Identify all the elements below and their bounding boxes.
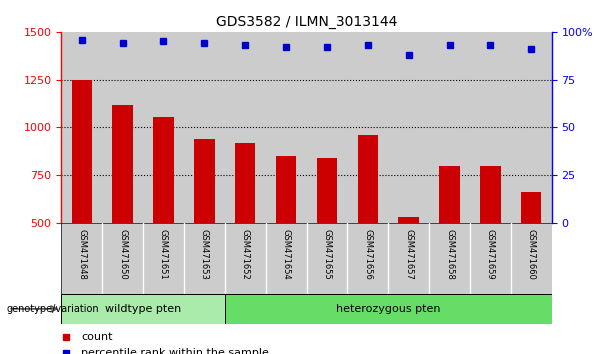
Bar: [398, 217, 419, 223]
Bar: [225, 294, 552, 324]
Bar: [357, 135, 378, 223]
Bar: [317, 158, 337, 223]
Text: genotype/variation: genotype/variation: [6, 304, 99, 314]
Bar: [521, 193, 541, 223]
Bar: [440, 166, 460, 223]
Text: GSM471660: GSM471660: [527, 229, 536, 280]
Text: GSM471651: GSM471651: [159, 229, 168, 279]
Text: GSM471653: GSM471653: [200, 229, 209, 280]
Bar: [194, 139, 215, 223]
Bar: [276, 156, 296, 223]
Text: percentile rank within the sample: percentile rank within the sample: [81, 348, 268, 354]
Text: GSM471652: GSM471652: [241, 229, 249, 279]
Text: wildtype pten: wildtype pten: [105, 304, 181, 314]
Bar: [72, 80, 92, 223]
Text: GSM471658: GSM471658: [445, 229, 454, 280]
Text: GSM471657: GSM471657: [404, 229, 413, 280]
Bar: [480, 166, 501, 223]
Bar: [61, 294, 225, 324]
Text: GSM471656: GSM471656: [364, 229, 372, 280]
Text: GSM471654: GSM471654: [281, 229, 291, 279]
Text: GSM471655: GSM471655: [322, 229, 332, 279]
Text: GSM471659: GSM471659: [486, 229, 495, 279]
Title: GDS3582 / ILMN_3013144: GDS3582 / ILMN_3013144: [216, 16, 397, 29]
Bar: [235, 143, 256, 223]
Bar: [112, 105, 133, 223]
Text: GSM471650: GSM471650: [118, 229, 127, 279]
Text: count: count: [81, 332, 112, 342]
Bar: [61, 32, 552, 223]
Bar: [153, 117, 173, 223]
Text: GSM471648: GSM471648: [77, 229, 86, 280]
Text: heterozygous pten: heterozygous pten: [336, 304, 441, 314]
